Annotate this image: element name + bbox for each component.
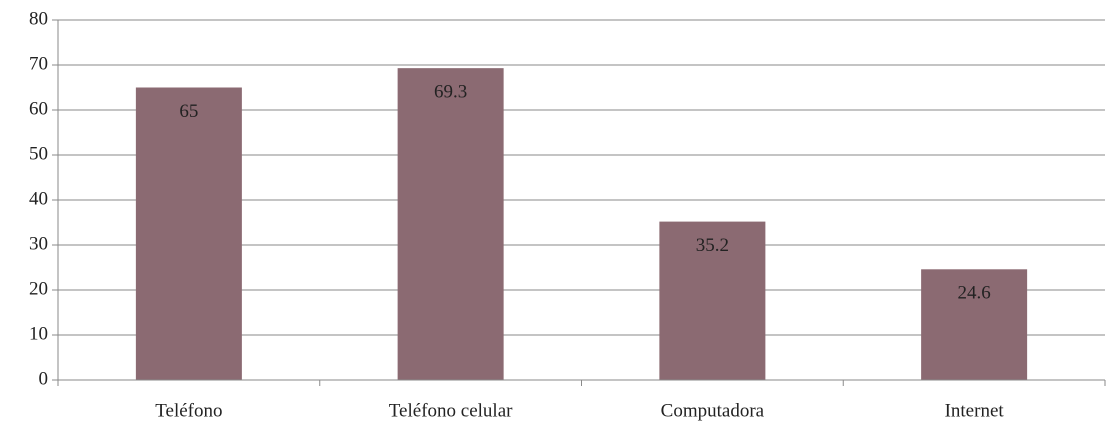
y-tick-label: 80: [29, 8, 48, 29]
y-tick-label: 30: [29, 233, 48, 254]
bar: [921, 269, 1028, 380]
data-label: 69.3: [434, 82, 467, 103]
x-tick-label: Internet: [945, 400, 1005, 421]
y-tick-label: 50: [29, 143, 48, 164]
x-tick-label: Computadora: [661, 400, 765, 421]
y-tick-label: 20: [29, 278, 48, 299]
x-tick-label: Teléfono celular: [389, 400, 513, 421]
y-tick-label: 70: [29, 53, 48, 74]
data-label: 35.2: [696, 235, 729, 256]
y-tick-label: 60: [29, 98, 48, 119]
y-tick-label: 40: [29, 188, 48, 209]
y-tick-label: 10: [29, 323, 48, 344]
bar: [135, 87, 242, 380]
bar: [659, 221, 766, 380]
y-tick-label: 0: [39, 368, 49, 389]
x-tick-label: Teléfono: [155, 400, 222, 421]
data-label: 65: [179, 101, 198, 122]
bar: [397, 68, 504, 381]
data-label: 24.6: [958, 283, 991, 304]
